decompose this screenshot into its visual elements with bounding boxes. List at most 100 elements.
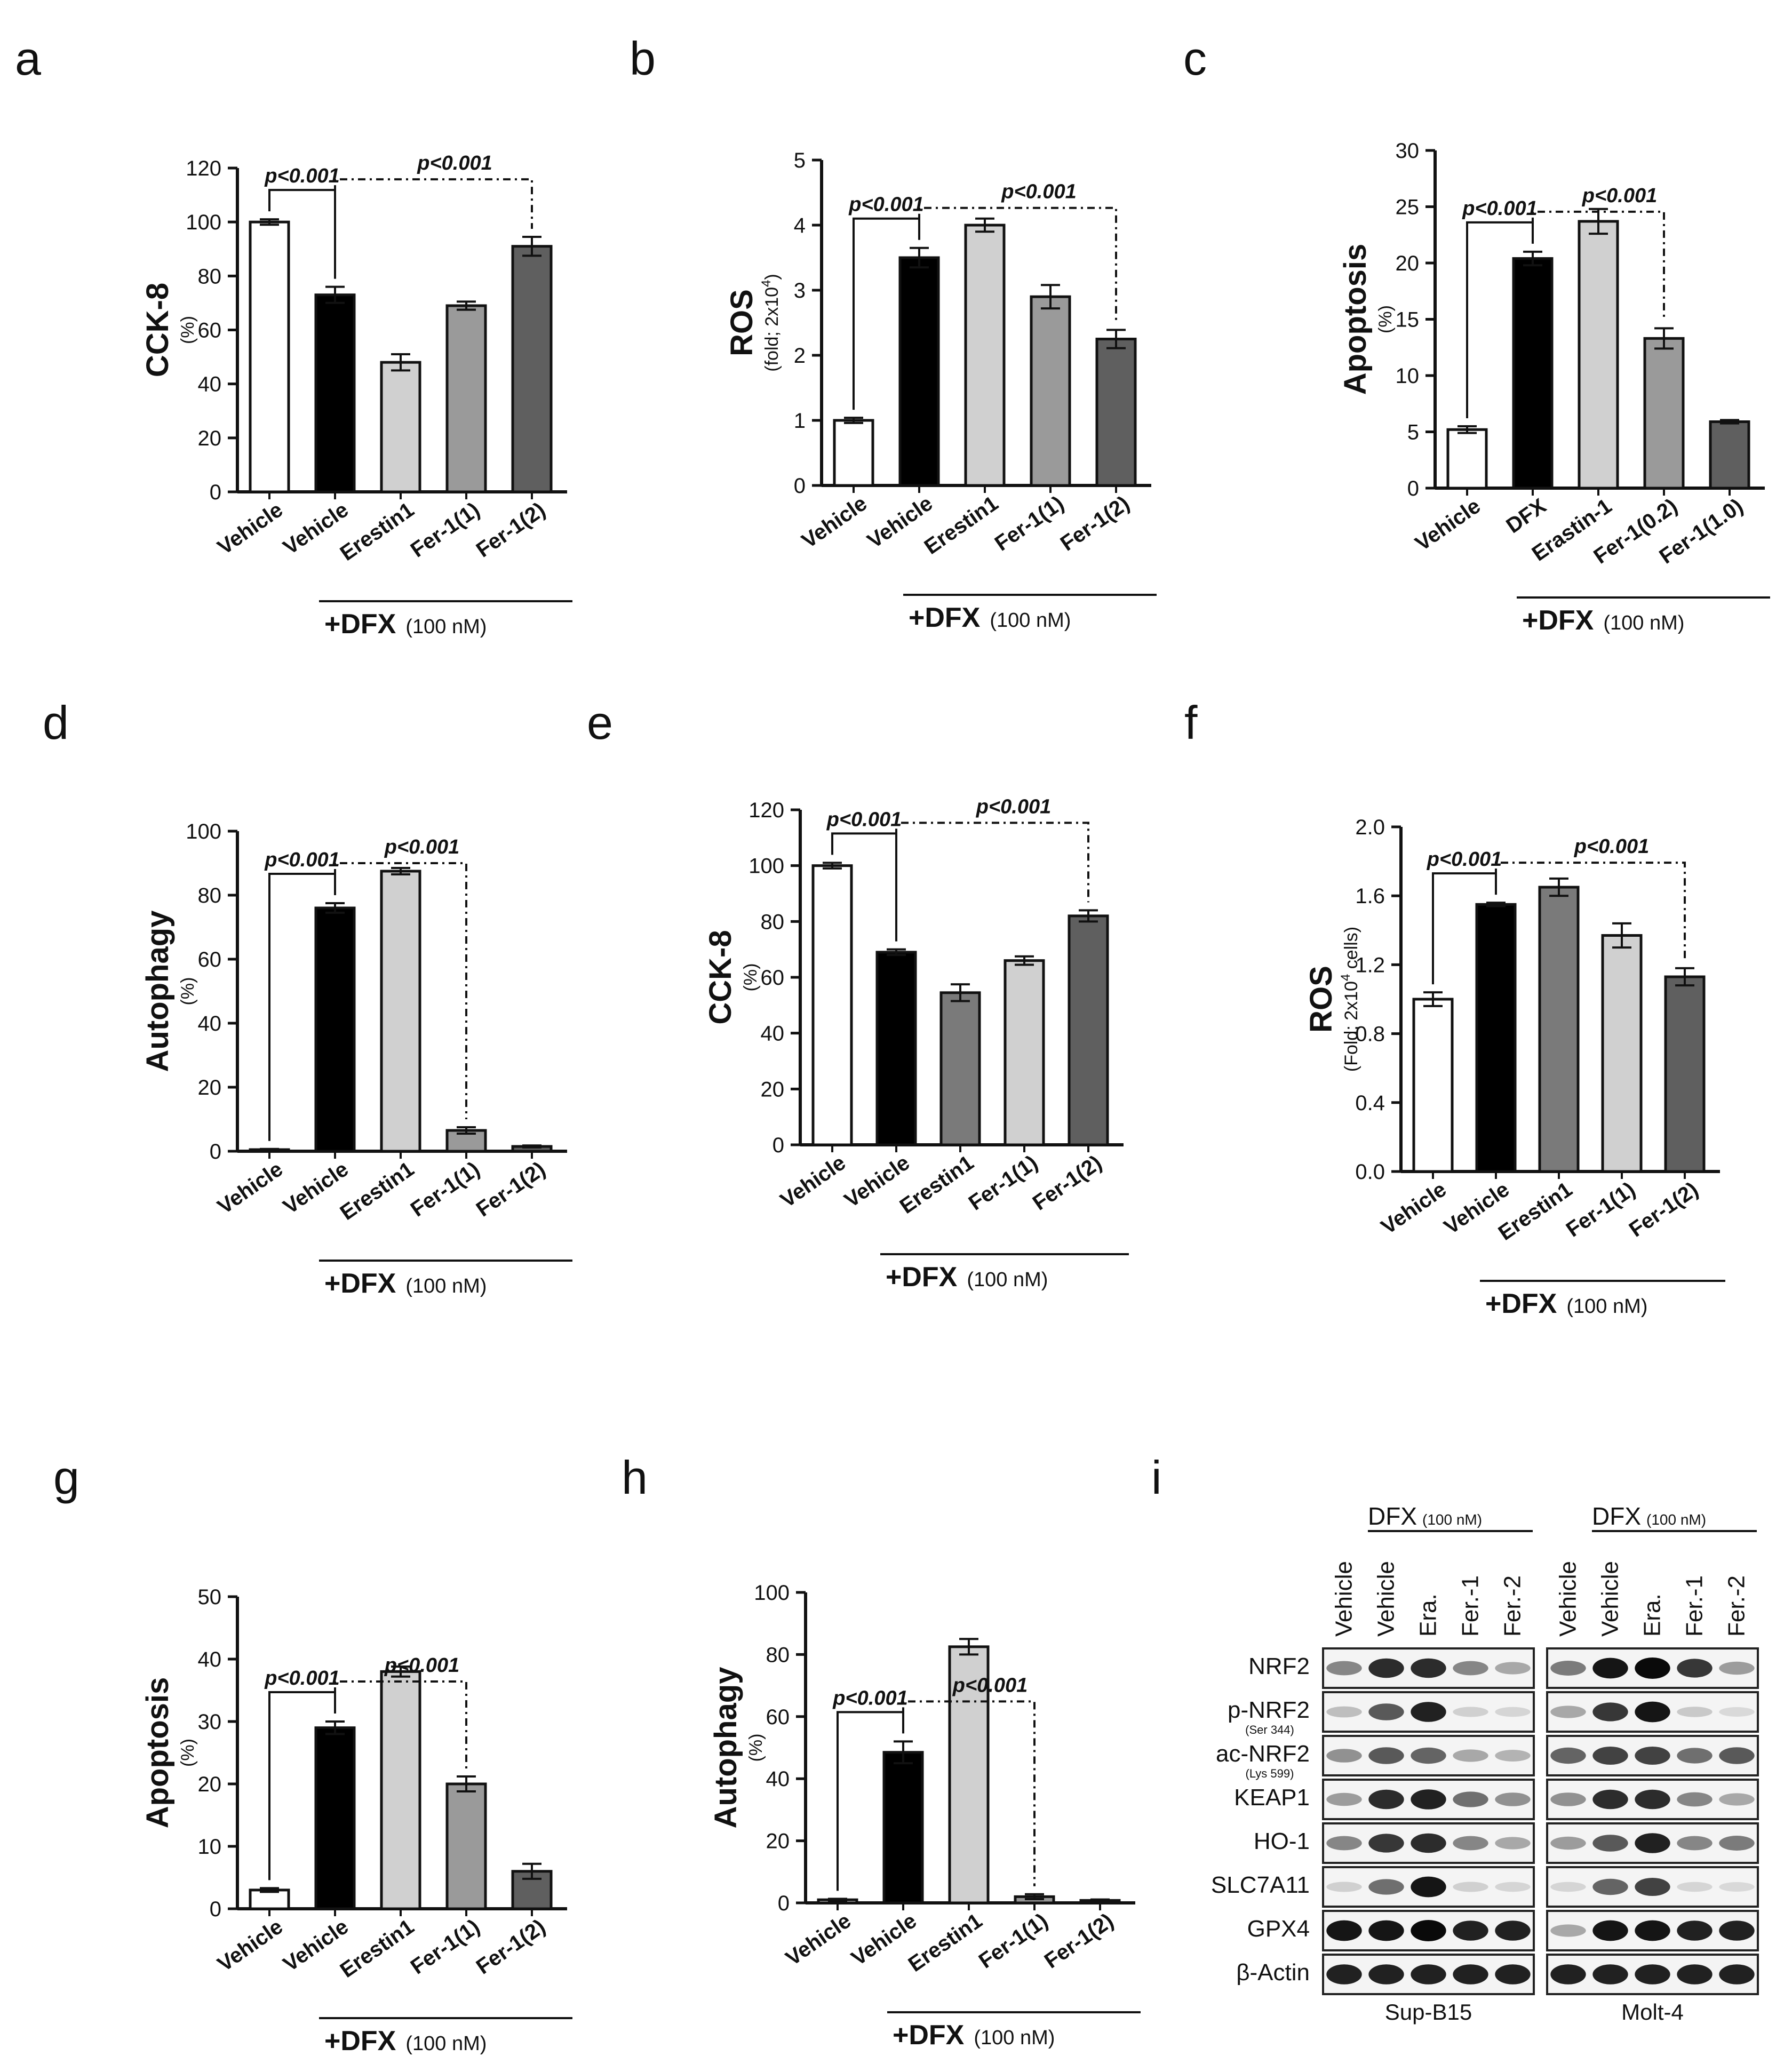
blot-band [1592, 1657, 1628, 1679]
panel-label-c: c [1183, 32, 1207, 85]
blot-row-label: SLC7A11 [1211, 1872, 1310, 1898]
blot-band [1592, 1789, 1628, 1810]
blot-band [1368, 1789, 1404, 1810]
y-tick-label: 0 [1407, 477, 1419, 500]
bar [1664, 975, 1706, 1173]
blot-band [1677, 1748, 1713, 1764]
blot-band [1368, 1834, 1404, 1853]
bar [882, 1751, 924, 1904]
bar [1412, 998, 1454, 1173]
blot-band [1550, 1882, 1586, 1892]
bar [1601, 934, 1643, 1173]
blot-band [1326, 1882, 1362, 1892]
blot-band [1550, 1747, 1586, 1764]
bar [1512, 257, 1554, 490]
treatment-dose: (100 nM) [990, 609, 1071, 632]
y-tick-label: 20 [761, 1078, 785, 1101]
blot-band [1635, 1701, 1670, 1723]
panel-label-f: f [1184, 696, 1198, 749]
bar [380, 1670, 421, 1910]
x-tick-label: Fer-1(1) [991, 491, 1068, 555]
x-tick-label: Fer-1(2) [472, 498, 549, 562]
blot-band [1326, 1964, 1362, 1985]
bar [1003, 959, 1045, 1146]
y-tick-label: 0 [210, 1140, 221, 1163]
blot-band [1677, 1659, 1713, 1678]
blot-group-name: DFX [1368, 1502, 1417, 1530]
blot-band [1495, 1837, 1531, 1850]
y-axis-unit-sup: 4 [1339, 974, 1353, 981]
x-tick-label: Erestin1 [904, 1909, 987, 1977]
blot-band [1550, 1706, 1586, 1718]
y-tick-label: 25 [1396, 196, 1420, 219]
blot-band [1326, 1749, 1362, 1763]
y-tick-label: 60 [766, 1706, 790, 1729]
y-tick-label: 30 [1396, 139, 1420, 163]
blot-band [1326, 1836, 1362, 1851]
blot-band [1368, 1747, 1404, 1764]
y-tick-label: 0 [778, 1892, 790, 1915]
p-value-label: p<0.001 [1574, 835, 1650, 858]
treatment-dose: (100 nM) [967, 1269, 1048, 1291]
y-tick-label: 80 [198, 265, 222, 288]
y-axis-unit: (%) [740, 963, 761, 992]
blot-band [1719, 1964, 1755, 1985]
x-tick-label: Fer-1(1) [965, 1151, 1042, 1215]
bar [1446, 428, 1488, 490]
blot-row-label: ac-NRF2 [1216, 1741, 1310, 1767]
blot-band [1368, 1703, 1404, 1720]
blot-band [1411, 1964, 1446, 1985]
blot-group-header: DFX (100 nM) [1368, 1502, 1482, 1530]
blot-band [1719, 1793, 1755, 1806]
x-tick-label: Fer-1(1) [407, 498, 484, 562]
blot-group-dose: (100 nM) [1422, 1511, 1482, 1528]
y-tick-label: 60 [198, 948, 222, 971]
y-tick-label: 3 [794, 279, 806, 302]
y-axis-unit: (%) [1375, 305, 1396, 333]
bar [948, 1645, 990, 1904]
blot-band [1411, 1920, 1446, 1941]
bar [898, 256, 940, 487]
significance-bracket [831, 832, 897, 942]
blot-band [1719, 1661, 1755, 1675]
y-tick-label: 60 [761, 966, 785, 990]
treatment-dose: (100 nM) [405, 1275, 487, 1297]
treatment-label: +DFX (100 nM) [893, 2020, 1055, 2051]
blot-band [1677, 1792, 1713, 1807]
blot-lane-label: Vehicle [1331, 1561, 1357, 1637]
y-tick-label: 2.0 [1355, 816, 1385, 839]
y-axis-unit-text: (%) [178, 1739, 198, 1767]
significance-bracket [268, 1691, 336, 1880]
p-value-label: p<0.001 [832, 1687, 908, 1709]
blot-lane-label: Vehicle [1555, 1561, 1581, 1637]
y-axis-unit: (%) [178, 1739, 198, 1767]
blot-group-name: DFX [1592, 1502, 1641, 1530]
y-tick-label: 80 [761, 910, 785, 934]
y-tick-label: 40 [198, 1648, 222, 1671]
blot-band [1453, 1791, 1488, 1807]
blot-lane-label: Vehicle [1373, 1561, 1399, 1637]
p-value-label: p<0.001 [264, 165, 340, 187]
blot-band [1719, 1882, 1755, 1892]
blot-lane-label: Fer.-2 [1724, 1575, 1750, 1637]
y-tick-label: 20 [198, 1773, 222, 1796]
y-tick-label: 0.4 [1355, 1091, 1385, 1115]
blot-band [1592, 1702, 1628, 1722]
treatment-name: +DFX [893, 2020, 965, 2051]
bar [1643, 337, 1685, 490]
blot-band [1719, 1747, 1755, 1764]
y-axis-label: Autophagy [140, 911, 175, 1072]
bar [875, 951, 917, 1146]
blot-band [1719, 1836, 1755, 1851]
blot-band [1719, 1920, 1755, 1941]
y-axis-label: Apoptosis [1338, 244, 1373, 395]
bar [833, 419, 874, 487]
blot-band [1677, 1882, 1713, 1892]
x-tick-label: Vehicle [213, 498, 287, 559]
treatment-label: +DFX (100 nM) [324, 2026, 487, 2057]
p-value-label: p<0.001 [384, 1654, 460, 1677]
y-tick-label: 20 [766, 1830, 790, 1853]
